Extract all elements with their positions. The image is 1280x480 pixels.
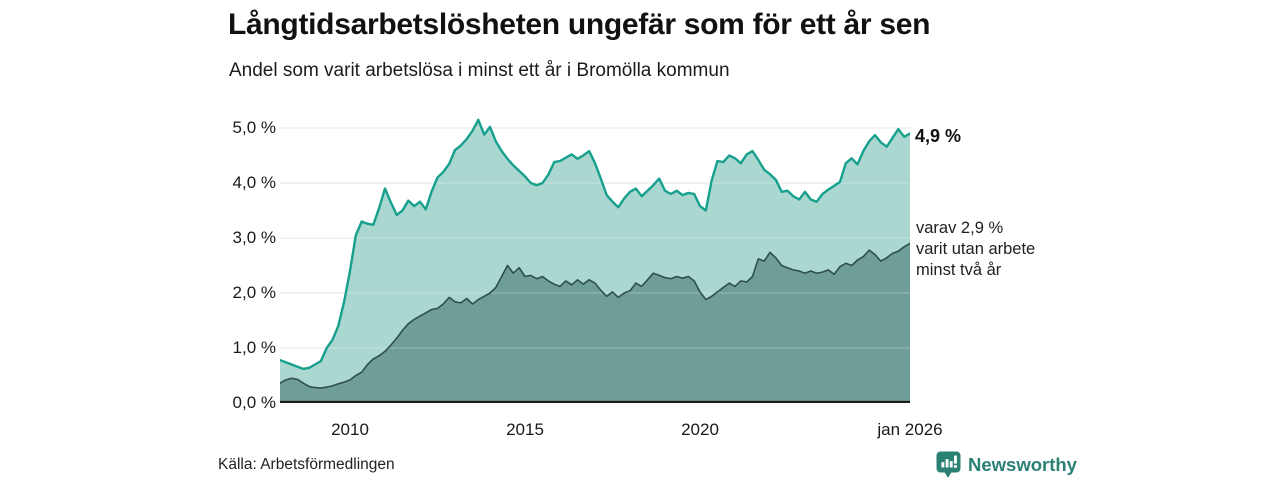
line-one-year <box>278 118 912 371</box>
brand-logo: Newsworthy <box>936 450 1077 480</box>
chart-subtitle: Andel som varit arbetslösa i minst ett å… <box>229 60 730 81</box>
y-tick-label: 0,0 % <box>232 393 276 412</box>
secondary-value-annotation: varav 2,9 % varit utan arbete minst två … <box>916 219 1036 279</box>
y-tick-label: 3,0 % <box>232 228 276 247</box>
source-note: Källa: Arbetsförmedlingen <box>218 456 395 473</box>
line-two-years <box>279 242 911 389</box>
x-tick-label: 2015 <box>506 420 544 439</box>
x-tick-label: 2020 <box>681 420 719 439</box>
x-tick-label: jan 2026 <box>877 420 943 439</box>
plot-area <box>278 110 912 404</box>
area-fill-two-years <box>280 243 910 403</box>
y-tick-label: 2,0 % <box>232 283 276 302</box>
chart-title: Långtidsarbetslösheten ungefär som för e… <box>228 8 931 41</box>
y-tick-label: 5,0 % <box>232 118 276 137</box>
brand-name: Newsworthy <box>968 454 1077 475</box>
y-tick-label: 4,0 % <box>232 173 276 192</box>
y-tick-label: 1,0 % <box>232 338 276 357</box>
chart-svg <box>278 118 912 404</box>
latest-value-label: 4,9 % <box>915 126 962 146</box>
bar-chart-bubble-icon <box>936 451 961 478</box>
x-tick-label: 2010 <box>331 420 369 439</box>
